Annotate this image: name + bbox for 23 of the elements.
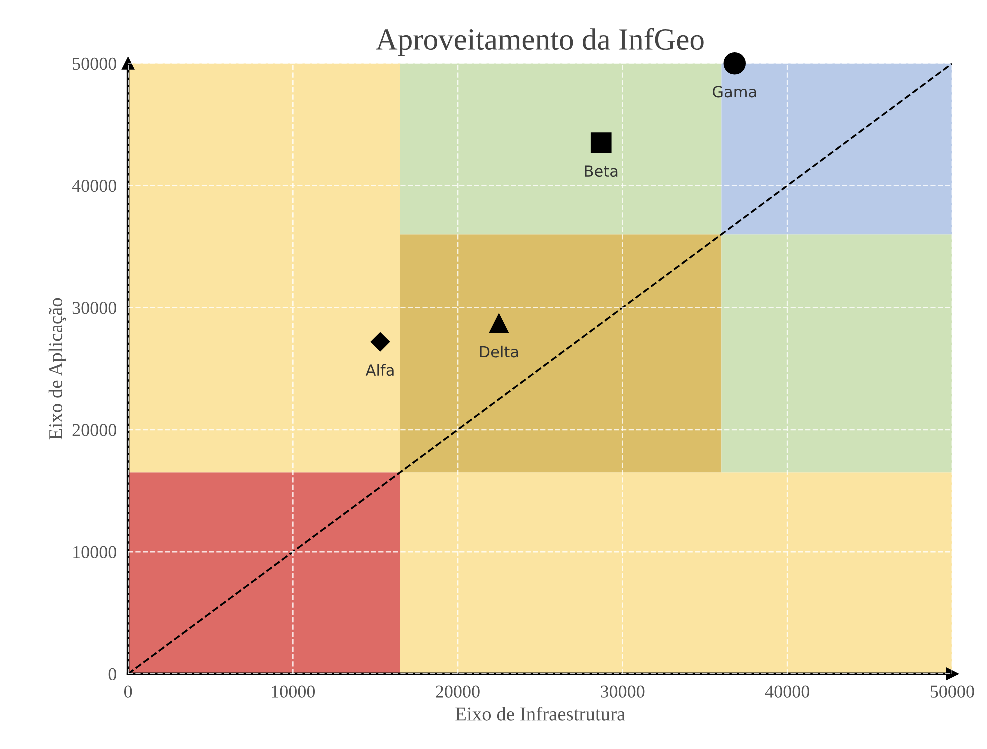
point [724, 52, 746, 75]
point [590, 132, 612, 154]
x-tick-label: 10000 [272, 686, 316, 698]
x-tick-label: 20000 [436, 686, 480, 698]
series-label: Gama [713, 86, 756, 98]
y-tick-label: 10000 [74, 546, 117, 558]
x-tick-label: 0 [124, 686, 132, 698]
series-label: Alfa [366, 364, 394, 376]
y-axis-title: Eixo de Aplicação [48, 298, 67, 440]
y-tick-label: 20000 [72, 424, 117, 436]
x-axis-title: Eixo de Infraestrutura [456, 706, 626, 721]
y-tick-label: 0 [108, 668, 117, 681]
series-label: Delta [480, 346, 518, 358]
x-tick-label: 50000 [930, 686, 974, 698]
point [370, 332, 390, 352]
y-tick-label: 50000 [73, 58, 117, 70]
y-tick-label: 40000 [72, 180, 117, 192]
x-tick-label: 30000 [601, 686, 645, 698]
x-tick-label: 40000 [765, 686, 810, 698]
point [489, 314, 509, 334]
y-tick-label: 30000 [72, 302, 117, 314]
series-label: Beta [585, 166, 618, 178]
chart-title: Aproveitamento da InfGeo [376, 28, 704, 56]
